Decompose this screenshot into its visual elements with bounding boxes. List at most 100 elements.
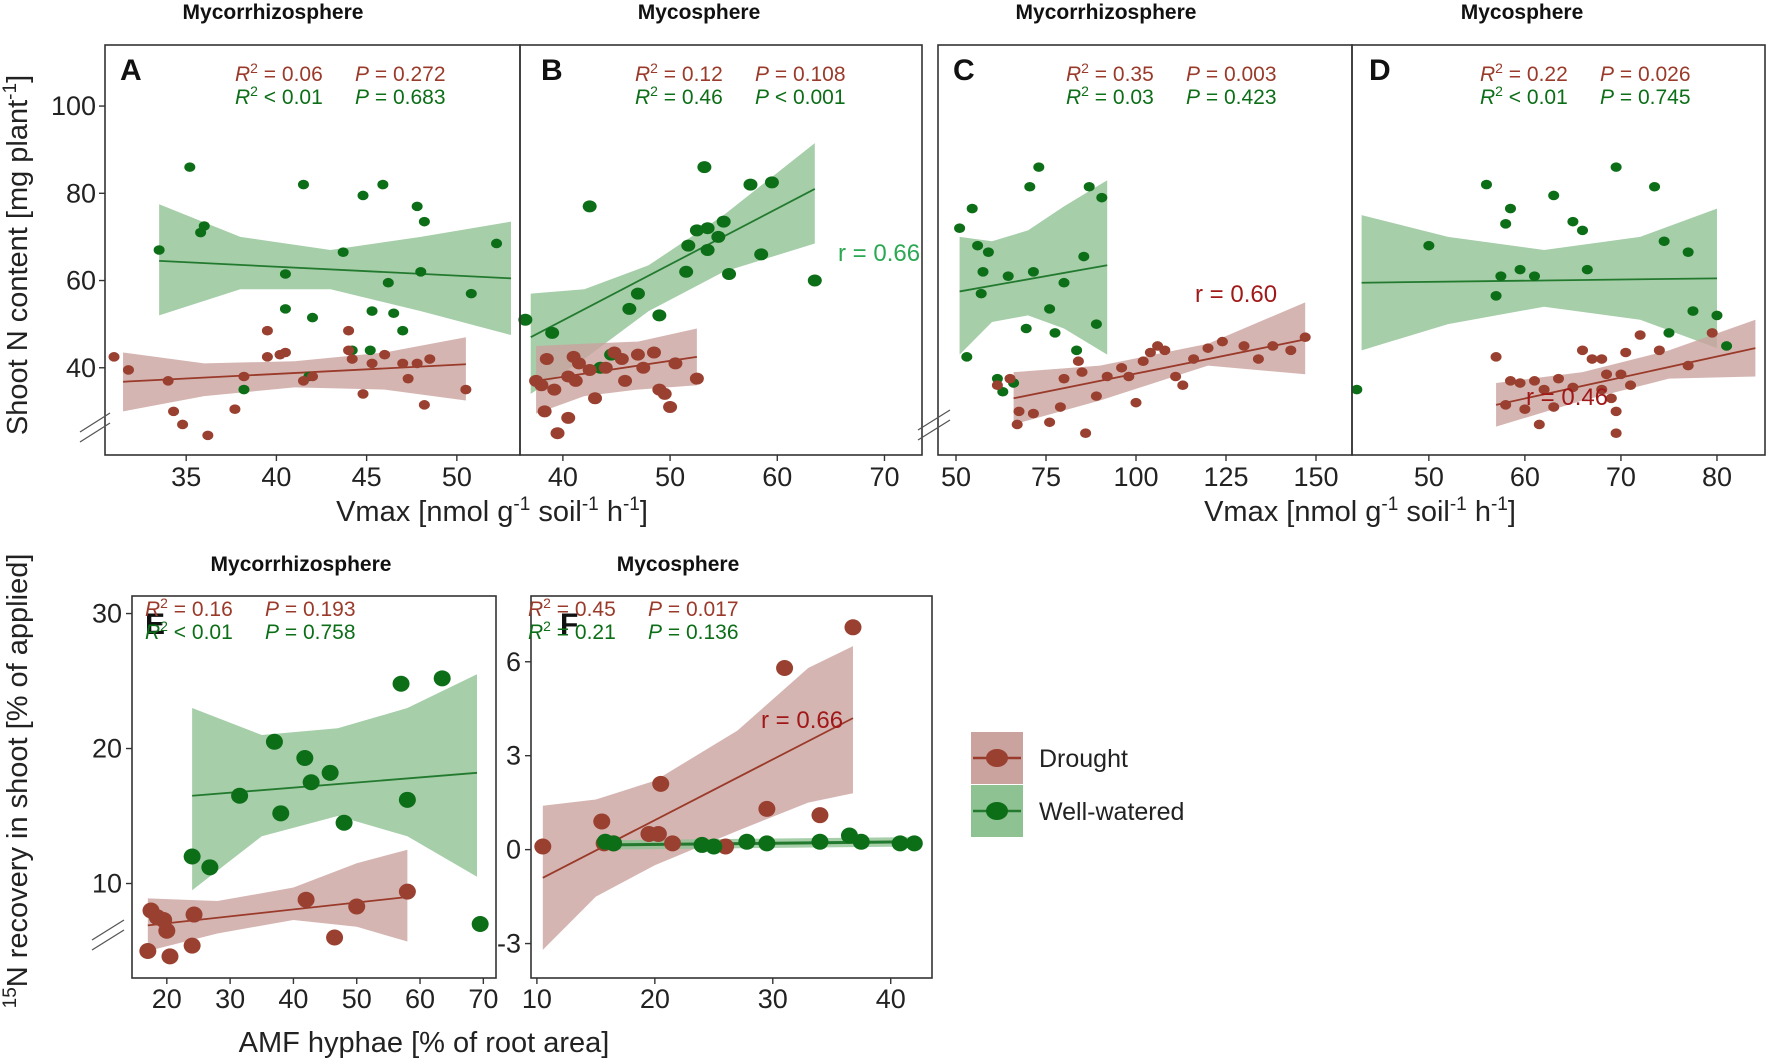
point-wet: [961, 352, 973, 362]
point-wet: [711, 230, 726, 243]
point-wet: [1514, 264, 1526, 275]
point-drought: [402, 373, 414, 384]
point-wet: [471, 916, 489, 933]
point-wet: [153, 245, 165, 255]
point-drought: [1553, 373, 1564, 384]
point-drought: [1004, 373, 1016, 384]
point-wet: [1351, 384, 1363, 395]
point-drought: [1653, 345, 1665, 356]
confidence-band-wet: [530, 143, 815, 394]
stat-p-drought: P = 0.017: [648, 598, 739, 621]
point-drought: [663, 401, 678, 414]
point-drought: [550, 427, 565, 440]
y-axis-label-bottom-sup: 15: [0, 987, 21, 1008]
x-tick-label: 80: [1702, 462, 1732, 492]
stat-p-wet: P = 0.423: [1186, 86, 1277, 109]
point-wet: [418, 216, 430, 227]
panel-d-title: Mycosphere: [1461, 1, 1584, 24]
point-wet: [1049, 328, 1061, 338]
point-drought: [1267, 341, 1279, 351]
point-wet: [433, 670, 451, 687]
stat-p-drought: P = 0.003: [1186, 63, 1277, 86]
x-axis-label-cd: Vmax [nmol g-1 soil-1 h-1]: [1204, 494, 1516, 528]
point-drought: [1538, 384, 1550, 395]
point-drought: [183, 937, 201, 954]
point-wet: [337, 247, 349, 257]
point-drought: [649, 825, 667, 842]
point-drought: [108, 352, 120, 362]
y-axis-label-bottom: 15N recovery in shoot [% of applied]: [0, 554, 34, 1009]
point-drought: [991, 380, 1003, 391]
point-wet: [1528, 271, 1540, 281]
y-tick-label: 3: [506, 741, 521, 771]
panel-c: 50 75 100 125 150 C R2 = 0.35 P = 0.003 R2 = 0.0…: [937, 44, 1353, 492]
axis-break-c: [917, 409, 951, 441]
x-tick-label: 70: [1606, 462, 1636, 492]
point-drought: [1620, 347, 1632, 358]
panel-f-title: Mycosphere: [617, 553, 740, 576]
x-tick-label: 50: [442, 462, 472, 492]
panel-d: 50 60 70 80 D R2 = 0.22 P = 0.026 R2 < 0.01 P = …: [1351, 44, 1766, 492]
point-wet: [364, 345, 376, 356]
point-wet: [1500, 219, 1512, 229]
point-wet: [201, 859, 219, 876]
x-tick-label: 40: [261, 462, 291, 492]
stat-r2-wet: R2 < 0.01: [235, 83, 323, 109]
point-drought: [571, 357, 586, 370]
stat-p-drought: P = 0.026: [1600, 63, 1691, 86]
point-drought: [1706, 328, 1718, 338]
x-tick-label: 60: [405, 984, 435, 1014]
point-drought: [1072, 356, 1084, 367]
x-tick-label: 30: [758, 984, 788, 1014]
point-wet: [1721, 341, 1733, 351]
point-wet: [972, 240, 984, 251]
point-wet: [1033, 162, 1045, 172]
point-drought: [297, 376, 309, 386]
x-tick-label: 45: [352, 462, 382, 492]
point-drought: [261, 352, 273, 362]
xlab-ab-sup3: -1: [582, 494, 599, 515]
point-drought: [547, 383, 562, 396]
point-drought: [1514, 378, 1526, 388]
point-drought: [1610, 428, 1622, 438]
point-drought: [1634, 330, 1646, 340]
stat-r2-drought: R2 = 0.06: [235, 60, 323, 86]
point-wet: [705, 838, 723, 855]
point-wet: [1610, 162, 1622, 172]
point-wet: [238, 384, 250, 395]
point-wet: [377, 179, 389, 190]
point-drought: [366, 358, 378, 369]
point-wet: [1490, 290, 1502, 301]
plot-frame: [530, 595, 933, 979]
confidence-band-wet: [1361, 208, 1717, 351]
point-wet: [1423, 240, 1435, 251]
point-wet: [415, 267, 427, 277]
point-wet: [392, 675, 410, 692]
point-wet: [321, 764, 339, 781]
point-drought: [398, 883, 416, 900]
x-tick-label: 40: [278, 984, 308, 1014]
y-axis-label-top: Shoot N content [mg plant-1]: [0, 75, 34, 435]
point-wet: [1663, 328, 1675, 338]
xlab-ab-part6: ]: [640, 496, 648, 528]
y-tick-label: 100: [51, 91, 96, 121]
y-axis-label-top-end: ]: [2, 75, 34, 83]
point-wet: [1581, 264, 1593, 275]
point-wet: [388, 308, 400, 319]
point-drought: [185, 906, 203, 923]
point-wet: [297, 179, 309, 190]
point-drought: [343, 345, 355, 356]
point-drought: [1548, 402, 1560, 412]
point-drought: [1490, 352, 1502, 362]
xlab-ab-part0: Vmax [nmol g: [336, 496, 513, 528]
panel-a: 35 40 45 50 40 60 80 100 A R2 = 0.06 P = 0.272 R2 <…: [51, 44, 521, 492]
point-wet: [1020, 323, 1032, 334]
point-drought: [689, 372, 704, 385]
point-drought: [1090, 391, 1102, 401]
point-wet: [764, 176, 779, 189]
point-drought: [1610, 406, 1622, 417]
y-tick-label: 60: [66, 266, 96, 296]
point-wet: [1495, 271, 1507, 281]
regression-line-wet: [1361, 277, 1717, 284]
point-drought: [537, 405, 552, 418]
